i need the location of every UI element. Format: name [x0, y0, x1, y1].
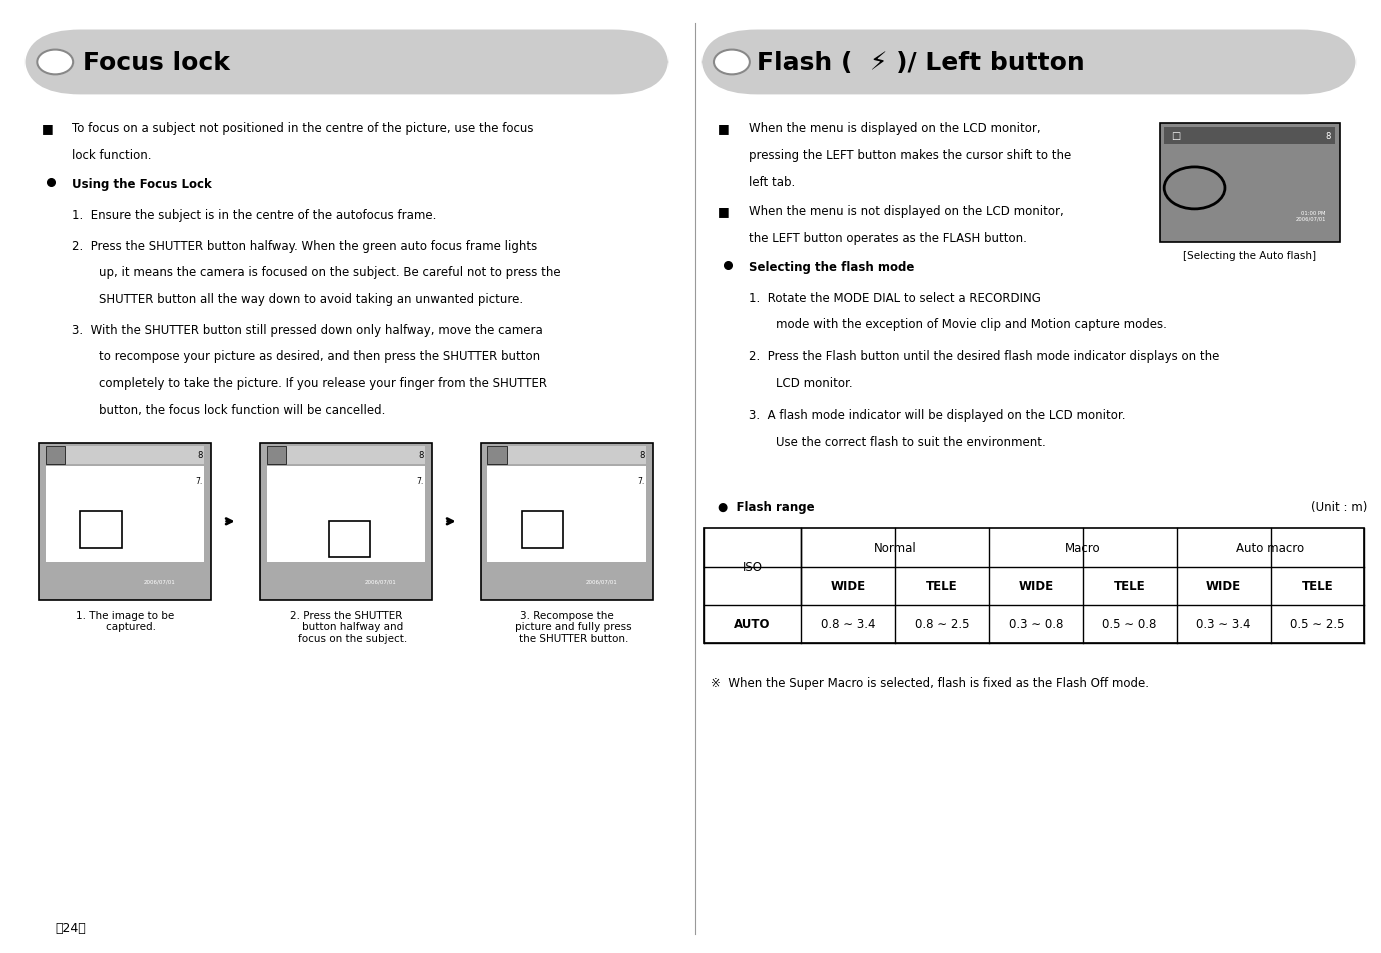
Text: ■: ■: [718, 205, 731, 217]
Text: AUTO: AUTO: [735, 618, 771, 631]
Text: WIDE: WIDE: [830, 579, 866, 593]
Bar: [267, 467, 425, 562]
Text: to recompose your picture as desired, and then press the SHUTTER button: to recompose your picture as desired, an…: [99, 350, 540, 363]
Text: 3.  A flash mode indicator will be displayed on the LCD monitor.: 3. A flash mode indicator will be displa…: [749, 409, 1126, 422]
Bar: [1160, 124, 1340, 243]
Text: 0.5 ∼ 2.5: 0.5 ∼ 2.5: [1290, 618, 1345, 631]
Text: 1.  Ensure the subject is in the centre of the autofocus frame.: 1. Ensure the subject is in the centre o…: [72, 209, 436, 222]
Text: Auto macro: Auto macro: [1236, 541, 1305, 555]
Text: TELE: TELE: [1302, 579, 1333, 593]
Text: When the menu is displayed on the LCD monitor,: When the menu is displayed on the LCD mo…: [749, 122, 1040, 135]
Bar: [260, 443, 432, 600]
Text: When the menu is not displayed on the LCD monitor,: When the menu is not displayed on the LC…: [749, 205, 1063, 217]
Text: Use the correct flash to suit the environment.: Use the correct flash to suit the enviro…: [776, 436, 1045, 449]
Bar: [487, 467, 646, 562]
Text: WIDE: WIDE: [1018, 579, 1054, 593]
Bar: [1164, 128, 1335, 145]
Text: 8: 8: [1326, 132, 1331, 141]
Text: button, the focus lock function will be cancelled.: button, the focus lock function will be …: [99, 403, 385, 416]
Text: □: □: [1171, 132, 1181, 141]
Text: SHUTTER button all the way down to avoid taking an unwanted picture.: SHUTTER button all the way down to avoid…: [99, 293, 523, 306]
Text: Normal: Normal: [874, 541, 916, 555]
Text: pressing the LEFT button makes the cursor shift to the: pressing the LEFT button makes the curso…: [749, 149, 1070, 162]
Text: 0.5 ∼ 0.8: 0.5 ∼ 0.8: [1102, 618, 1157, 631]
Text: ※  When the Super Macro is selected, flash is fixed as the Flash Off mode.: ※ When the Super Macro is selected, flas…: [711, 677, 1149, 690]
Text: 0.8 ∼ 2.5: 0.8 ∼ 2.5: [914, 618, 969, 631]
Text: Selecting the flash mode: Selecting the flash mode: [749, 261, 914, 274]
Text: 2006/07/01: 2006/07/01: [365, 578, 396, 584]
Text: 2006/07/01: 2006/07/01: [586, 578, 617, 584]
Circle shape: [37, 51, 73, 75]
Bar: [39, 443, 211, 600]
Text: 2.  Press the Flash button until the desired flash mode indicator displays on th: 2. Press the Flash button until the desi…: [749, 350, 1219, 363]
Bar: [46, 467, 204, 562]
Text: TELE: TELE: [927, 579, 957, 593]
Text: ●  Flash range: ● Flash range: [718, 500, 815, 514]
Bar: [522, 512, 563, 548]
Bar: [46, 447, 65, 464]
Text: Focus lock: Focus lock: [83, 51, 229, 75]
Text: [Selecting the Auto flash]: [Selecting the Auto flash]: [1184, 251, 1316, 260]
Text: WIDE: WIDE: [1206, 579, 1242, 593]
Text: 7.: 7.: [416, 476, 424, 486]
Text: 01:00 PM
2006/07/01: 01:00 PM 2006/07/01: [1295, 211, 1326, 222]
Text: ■: ■: [718, 122, 731, 135]
Text: 2. Press the SHUTTER
    button halfway and
    focus on the subject.: 2. Press the SHUTTER button halfway and …: [284, 610, 407, 643]
Bar: [487, 447, 507, 464]
Text: 2006/07/01: 2006/07/01: [144, 578, 175, 584]
Text: Using the Focus Lock: Using the Focus Lock: [72, 178, 211, 191]
Text: ■: ■: [41, 122, 54, 135]
Bar: [80, 512, 122, 548]
Text: ISO: ISO: [743, 560, 762, 574]
Text: 3.  With the SHUTTER button still pressed down only halfway, move the camera: 3. With the SHUTTER button still pressed…: [72, 323, 543, 336]
Bar: [481, 443, 653, 600]
Text: 8: 8: [639, 450, 645, 459]
Text: 0.8 ∼ 3.4: 0.8 ∼ 3.4: [820, 618, 876, 631]
Text: 1.  Rotate the MODE DIAL to select a RECORDING: 1. Rotate the MODE DIAL to select a RECO…: [749, 292, 1040, 304]
Text: 7.: 7.: [637, 476, 645, 486]
Text: LCD monitor.: LCD monitor.: [776, 376, 852, 390]
Text: 〈24〉: 〈24〉: [55, 921, 86, 934]
Text: To focus on a subject not positioned in the centre of the picture, use the focus: To focus on a subject not positioned in …: [72, 122, 533, 135]
Text: TELE: TELE: [1114, 579, 1145, 593]
Text: left tab.: left tab.: [749, 175, 794, 189]
Text: Flash (  ⚡ )/ Left button: Flash ( ⚡ )/ Left button: [757, 51, 1084, 75]
Text: Macro: Macro: [1065, 541, 1101, 555]
Text: the LEFT button operates as the FLASH button.: the LEFT button operates as the FLASH bu…: [749, 232, 1026, 244]
Text: 7.: 7.: [195, 476, 203, 486]
FancyBboxPatch shape: [25, 30, 668, 95]
Text: 2.  Press the SHUTTER button halfway. When the green auto focus frame lights: 2. Press the SHUTTER button halfway. Whe…: [72, 239, 537, 253]
Text: 8: 8: [418, 450, 424, 459]
Text: mode with the exception of Movie clip and Motion capture modes.: mode with the exception of Movie clip an…: [776, 318, 1167, 331]
Text: 1. The image to be
    captured.: 1. The image to be captured.: [76, 610, 174, 632]
Bar: [46, 447, 204, 464]
FancyBboxPatch shape: [702, 30, 1356, 95]
Bar: [487, 447, 646, 464]
Text: 0.3 ∼ 3.4: 0.3 ∼ 3.4: [1196, 618, 1251, 631]
Text: lock function.: lock function.: [72, 149, 152, 162]
Bar: [267, 447, 286, 464]
Text: 8: 8: [197, 450, 203, 459]
Text: 0.3 ∼ 0.8: 0.3 ∼ 0.8: [1008, 618, 1063, 631]
Bar: [329, 521, 370, 558]
Text: (Unit : m): (Unit : m): [1311, 500, 1367, 514]
Text: completely to take the picture. If you release your finger from the SHUTTER: completely to take the picture. If you r…: [99, 376, 547, 390]
Bar: [704, 529, 1364, 643]
Text: up, it means the camera is focused on the subject. Be careful not to press the: up, it means the camera is focused on th…: [99, 266, 561, 279]
Bar: [267, 447, 425, 464]
Circle shape: [714, 51, 750, 75]
Text: 3. Recompose the
    picture and fully press
    the SHUTTER button.: 3. Recompose the picture and fully press…: [503, 610, 631, 643]
